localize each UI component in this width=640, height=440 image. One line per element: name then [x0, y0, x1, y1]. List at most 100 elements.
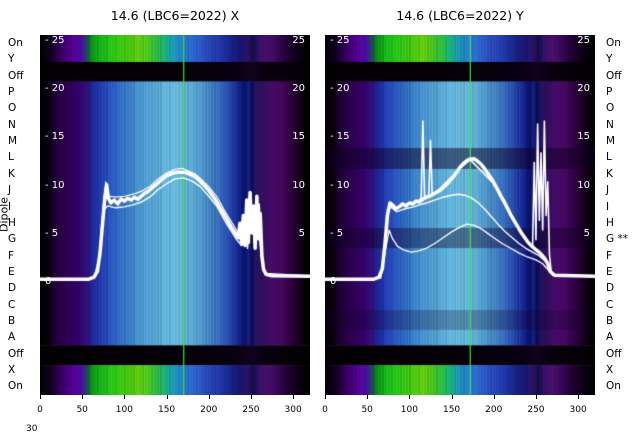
x-tick-label: 150	[157, 405, 176, 415]
x-tickmark	[325, 395, 326, 399]
dipole-row-label: Y	[8, 53, 15, 66]
panel-title-y: 14.6 (LBC6=2022) Y	[396, 8, 524, 23]
panel-x: 14.6 (LBC6=2022) X - 25 25 - 20 20 - 15 15 - 1…	[37, 8, 310, 415]
inner-ytick-left: 0	[45, 276, 52, 287]
inner-ytick-right: 20	[577, 83, 590, 95]
dipole-row-label: X	[606, 364, 614, 377]
dipole-row-label: J	[606, 184, 610, 197]
dipole-row-label: N	[8, 118, 16, 131]
dipole-row-label: H	[8, 216, 16, 229]
inner-ytick-right: 10	[292, 179, 305, 191]
dipole-row-label: Off	[8, 69, 24, 82]
heatmap-y-canvas	[325, 35, 595, 395]
dipole-row-label: P	[8, 86, 15, 98]
x-tick-label: 0	[37, 405, 43, 415]
x-tickmark	[578, 395, 580, 399]
inner-ytick-left: - 10	[330, 179, 350, 191]
x-tickmark	[367, 395, 369, 399]
dipole-row-label: H	[606, 216, 614, 229]
dipole-row-label: M	[606, 135, 616, 148]
inner-ytick-left: - 20	[330, 83, 350, 95]
inner-ytick-right: 25	[577, 35, 590, 46]
inner-ytick-left: 0	[330, 276, 337, 287]
dipole-row-label: K	[8, 167, 15, 180]
inner-ytick-right: 10	[577, 179, 590, 191]
inner-ytick-right: 20	[292, 83, 305, 95]
dipole-row-label: J	[8, 184, 12, 197]
x-tick-label: 250	[242, 405, 260, 415]
left-axis-labels: On Y Off P O N M L K J I H G F E D C B A Off X On	[8, 35, 38, 395]
x-tick-label: 0	[322, 405, 328, 415]
dipole-row-label: Off	[8, 347, 24, 360]
inner-ytick-left: - 20	[45, 83, 65, 95]
inner-ytick-right: 5	[298, 227, 305, 239]
dipole-row-label: D	[606, 282, 615, 295]
dipole-row-label: Off	[606, 69, 622, 82]
x-tickmark	[208, 395, 210, 399]
dipole-row-label: On	[8, 36, 23, 49]
heatmap-x-canvas	[40, 35, 310, 395]
x-tick-label: 50	[361, 405, 373, 415]
dipole-row-label: B	[606, 315, 614, 328]
x-tick-label: 150	[442, 405, 461, 415]
inner-ytick-left: - 25	[330, 35, 350, 46]
x-tick-label: 50	[76, 405, 88, 415]
x-tick-label: 200	[485, 405, 503, 415]
x-tickmark	[409, 395, 411, 399]
inner-ytick-right: 15	[292, 131, 305, 143]
dipole-row-label: O	[606, 102, 615, 115]
dipole-row-label: F	[8, 249, 15, 262]
inner-ytick-left: - 25	[45, 35, 65, 46]
dipole-row-label: D	[8, 282, 17, 295]
dipole-row-label: X	[8, 364, 16, 377]
dipole-row-label: Off	[606, 347, 622, 360]
x-tickmark	[451, 395, 453, 399]
x-tick-label: 250	[527, 405, 545, 415]
right-axis-labels: On Y Off P O N M L K J I H G ** F E D C B A Off X On	[606, 35, 640, 395]
x-tick-label: 300	[569, 405, 587, 415]
dipole-row-label: F	[606, 249, 613, 262]
inner-ytick-right: 15	[577, 131, 590, 143]
dipole-row-label: K	[606, 167, 613, 180]
x-tick-label: 200	[200, 405, 218, 415]
dipole-row-label: C	[606, 298, 614, 311]
inner-ytick-right: 5	[583, 227, 590, 239]
dipole-row-label: I	[8, 200, 12, 213]
panel-y: 14.6 (LBC6=2022) Y - 25 25 - 20 20 - 15 15 - 1…	[322, 8, 595, 415]
dipole-row-label: On	[8, 380, 23, 393]
dipole-row-label: L	[8, 151, 14, 164]
inner-ytick-left: - 5	[45, 227, 59, 239]
dipole-row-label: B	[8, 315, 16, 328]
x-tickmark	[250, 395, 252, 399]
dipole-row-label: E	[8, 265, 15, 278]
x-tickmark	[124, 395, 126, 399]
inner-ytick-left: - 15	[45, 131, 65, 143]
dipole-row-label: O	[8, 102, 17, 115]
inner-ytick-left: - 10	[45, 179, 65, 191]
corner-tick-label: 30	[26, 424, 38, 434]
dipole-row-label: N	[606, 118, 614, 131]
x-tick-label: 100	[400, 405, 418, 415]
x-tickmark	[40, 395, 41, 399]
dipole-row-label: E	[606, 265, 613, 278]
inner-ytick-left: - 15	[330, 131, 350, 143]
dipole-row-label: L	[606, 151, 612, 164]
x-tickmark	[535, 395, 537, 399]
x-tickmark	[82, 395, 84, 399]
dipole-row-label: M	[8, 135, 18, 148]
dipole-row-label: I	[606, 200, 610, 213]
x-tick-label: 100	[115, 405, 133, 415]
x-tickmark	[493, 395, 495, 399]
dipole-row-label: A	[8, 331, 16, 344]
dipole-row-label: On	[606, 380, 621, 393]
x-tick-label: 300	[284, 405, 302, 415]
dipole-row-label: G **	[606, 233, 628, 246]
dipole-row-label: A	[606, 331, 614, 344]
dipole-row-label: P	[606, 86, 613, 98]
inner-ytick-right: 25	[292, 35, 305, 46]
x-tickmark	[166, 395, 168, 399]
panel-title-x: 14.6 (LBC6=2022) X	[110, 8, 240, 23]
dipole-row-label: Y	[606, 53, 613, 66]
inner-ytick-left: - 5	[330, 227, 344, 239]
